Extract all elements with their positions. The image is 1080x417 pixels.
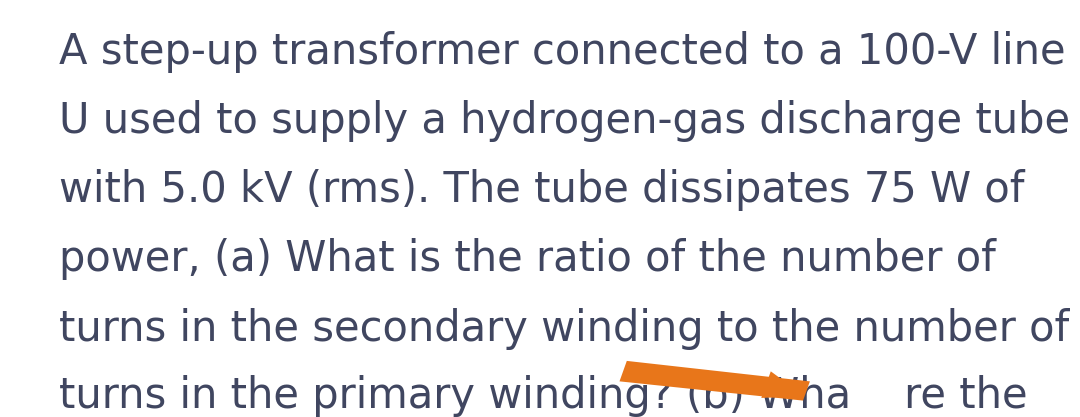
Text: turns in the secondary winding to the number of: turns in the secondary winding to the nu… <box>59 308 1069 349</box>
Text: power, (a) What is the ratio of the number of: power, (a) What is the ratio of the numb… <box>59 239 996 280</box>
Polygon shape <box>761 372 805 398</box>
Text: with 5.0 kV (rms). The tube dissipates 75 W of: with 5.0 kV (rms). The tube dissipates 7… <box>59 169 1025 211</box>
Polygon shape <box>620 361 810 401</box>
Text: turns in the primary winding? (b) Wha    re the: turns in the primary winding? (b) Wha re… <box>59 375 1028 417</box>
Text: U used to supply a hydrogen-gas discharge tube: U used to supply a hydrogen-gas discharg… <box>59 100 1070 142</box>
Text: A step-up transformer connected to a 100-V line: A step-up transformer connected to a 100… <box>59 31 1066 73</box>
